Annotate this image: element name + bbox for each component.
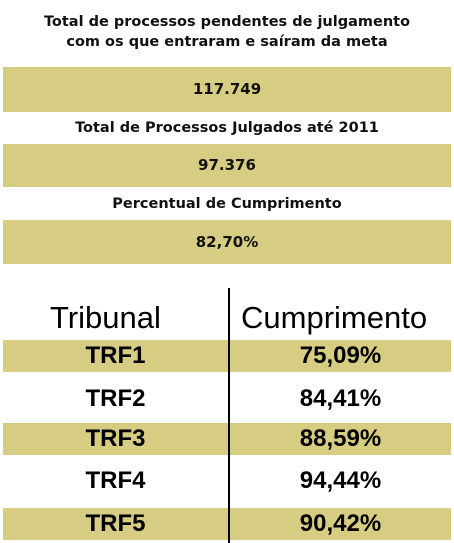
column-divider: [228, 288, 230, 543]
header-tribunal: Tribunal: [50, 300, 161, 335]
table-row: TRF4 94,44%: [3, 465, 451, 497]
tribunal-cumprimento: 88,59%: [299, 425, 382, 452]
table-row: TRF2 84,41%: [3, 383, 451, 415]
tribunal-name: TRF5: [85, 510, 146, 537]
judged-value-band: 97.376: [3, 144, 451, 187]
pending-value-band: 117.749: [3, 67, 451, 112]
pending-value: 117.749: [192, 80, 262, 98]
tribunal-name: TRF4: [85, 467, 146, 494]
tribunal-name: TRF2: [85, 385, 146, 412]
percent-value: 82,70%: [195, 233, 259, 251]
pending-title: Total de processos pendentes de julgamen…: [0, 12, 454, 52]
tribunal-cumprimento: 94,44%: [299, 467, 382, 494]
table-row: TRF5 90,42%: [3, 508, 451, 540]
judged-value: 97.376: [198, 156, 256, 174]
pending-title-line2: com os que entraram e saíram da meta: [66, 34, 388, 50]
table-row: TRF3 88,59%: [3, 423, 451, 455]
table-row: TRF1 75,09%: [3, 340, 451, 372]
tribunal-name: TRF1: [85, 342, 146, 369]
tribunal-cumprimento: 75,09%: [299, 342, 382, 369]
percent-value-band: 82,70%: [3, 220, 451, 264]
tribunal-cumprimento: 90,42%: [299, 510, 382, 537]
judged-title: Total de Processos Julgados até 2011: [75, 120, 379, 136]
tribunal-cumprimento: 84,41%: [299, 385, 382, 412]
percent-title: Percentual de Cumprimento: [112, 196, 342, 212]
compliance-table: Tribunal Cumprimento TRF1 75,09% TRF2 84…: [0, 288, 454, 543]
header-cumprimento: Cumprimento: [241, 300, 428, 335]
pending-title-line1: Total de processos pendentes de julgamen…: [43, 14, 411, 30]
tribunal-name: TRF3: [85, 425, 146, 452]
